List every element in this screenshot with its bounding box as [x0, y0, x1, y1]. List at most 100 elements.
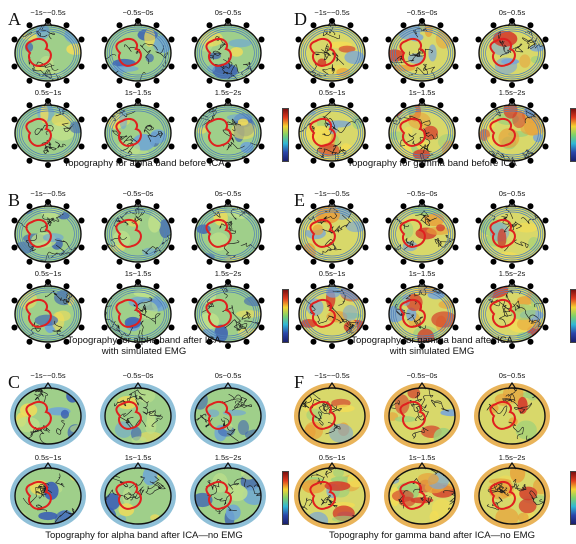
- topo-edge-ring: [196, 26, 260, 80]
- topo-edge-ring: [16, 26, 80, 80]
- electrode-dot: [116, 22, 123, 29]
- topo-blob: [409, 286, 419, 299]
- topo-blob: [517, 296, 534, 305]
- electrode-dot: [490, 203, 497, 210]
- topo-contour: [115, 105, 129, 114]
- topo-contour: [415, 210, 438, 222]
- electrode-dot: [78, 324, 85, 331]
- electrode-dot: [400, 77, 407, 84]
- roi-outline: [205, 218, 232, 248]
- topo-contour: [34, 124, 54, 136]
- electrode-dot: [135, 343, 141, 349]
- topo-contour: [326, 304, 351, 326]
- electrode-dot: [191, 63, 198, 70]
- topo-edge-ring: [109, 289, 167, 339]
- time-window-label: 1.5s~2s: [498, 88, 526, 97]
- topo-edge-ring: [196, 287, 260, 341]
- electrode-dot: [63, 338, 70, 345]
- electrode-dot: [206, 77, 213, 84]
- time-window-label: 1.5s~2s: [498, 269, 526, 278]
- topo-contour: [201, 298, 215, 313]
- electrode-dot: [225, 279, 231, 285]
- electrode-dot: [11, 244, 18, 251]
- colorbar: [570, 471, 576, 525]
- topo-contour: [322, 64, 335, 75]
- electrode-dot: [437, 283, 444, 290]
- time-window-label: −1s~−0.5s: [314, 189, 350, 198]
- time-window-label: 0.5s~1s: [318, 88, 346, 97]
- topo-contour: [503, 224, 518, 233]
- topo-contour: [325, 499, 338, 508]
- electrode-dot: [168, 63, 175, 70]
- electrode-dot: [78, 143, 85, 150]
- topo-blob: [510, 304, 536, 321]
- roi-outline: [489, 298, 516, 328]
- topo-blob: [346, 221, 365, 233]
- topo-blob: [226, 114, 253, 121]
- topo-contour: [123, 135, 139, 146]
- electrode-dot: [310, 203, 317, 210]
- electrode-dot: [11, 297, 18, 304]
- topo-contour: [512, 303, 533, 322]
- nose-marker: [327, 461, 337, 470]
- topo-contour: [420, 495, 433, 505]
- electrode-dot: [45, 162, 51, 168]
- topo-edge-ring: [111, 211, 165, 257]
- electrode-dot: [295, 217, 302, 224]
- electrode-dot: [362, 324, 369, 331]
- topo-blob: [423, 125, 438, 140]
- head-outline: [104, 467, 172, 525]
- topo-blob: [144, 28, 156, 47]
- electrode-dot: [419, 162, 425, 168]
- roi-outline: [205, 298, 232, 328]
- topo-contour: [155, 45, 168, 67]
- topo-contour: [39, 25, 55, 40]
- topo-blob: [333, 404, 355, 413]
- topo-contour: [314, 49, 331, 61]
- time-window-label: 0s~0.5s: [498, 189, 526, 198]
- topo-edge-ring: [483, 108, 541, 158]
- topo-edge-ring: [16, 207, 80, 261]
- roi-outline: [205, 117, 232, 147]
- topo-edge-ring: [485, 291, 539, 337]
- panel-e: E −1s~−0.5s −0.5s~0s 0s~0.5s 0.5s~1s 1s~1.5s 1…: [288, 181, 576, 362]
- topo-blob: [114, 421, 133, 438]
- electrode-dot: [475, 63, 482, 70]
- topo-contour: [502, 393, 516, 402]
- electrode-dot: [243, 338, 250, 345]
- electrode-dot: [509, 82, 515, 88]
- roi-outline: [115, 37, 142, 67]
- topo-contour: [222, 305, 244, 331]
- topo-blob: [306, 298, 324, 316]
- electrode-dot: [437, 258, 444, 265]
- topo-map: [295, 199, 369, 269]
- topo-contour: [443, 490, 455, 505]
- topo-contour: [497, 150, 514, 161]
- topo-blob: [338, 45, 356, 53]
- topo-edge-ring: [21, 291, 75, 337]
- topo-contour: [56, 420, 66, 435]
- topo-blob: [46, 69, 65, 81]
- topo-edge-ring: [21, 211, 75, 257]
- topo-blob: [137, 301, 158, 320]
- topo-contour: [42, 214, 55, 227]
- topo-blob: [235, 310, 261, 318]
- time-window-label: 1s~1.5s: [408, 88, 436, 97]
- electrode-dot: [347, 203, 354, 210]
- electrode-dot: [419, 98, 425, 104]
- electrode-dot: [295, 143, 302, 150]
- topo-blob: [124, 316, 142, 329]
- topo-contour: [234, 319, 248, 334]
- electrode-dot: [347, 102, 354, 109]
- electrode-dot: [135, 199, 141, 205]
- electrode-dot: [191, 244, 198, 251]
- topo-blob: [424, 25, 433, 37]
- electrode-dot: [11, 143, 18, 150]
- topo-map: [11, 279, 85, 349]
- panel-caption: Topography for alpha band after ICA—no E…: [45, 530, 243, 541]
- electrode-dot: [63, 157, 70, 164]
- electrode-dot: [310, 102, 317, 109]
- topo-edge-ring: [485, 211, 539, 257]
- electrode-dot: [191, 116, 198, 123]
- electrode-dot: [243, 283, 250, 290]
